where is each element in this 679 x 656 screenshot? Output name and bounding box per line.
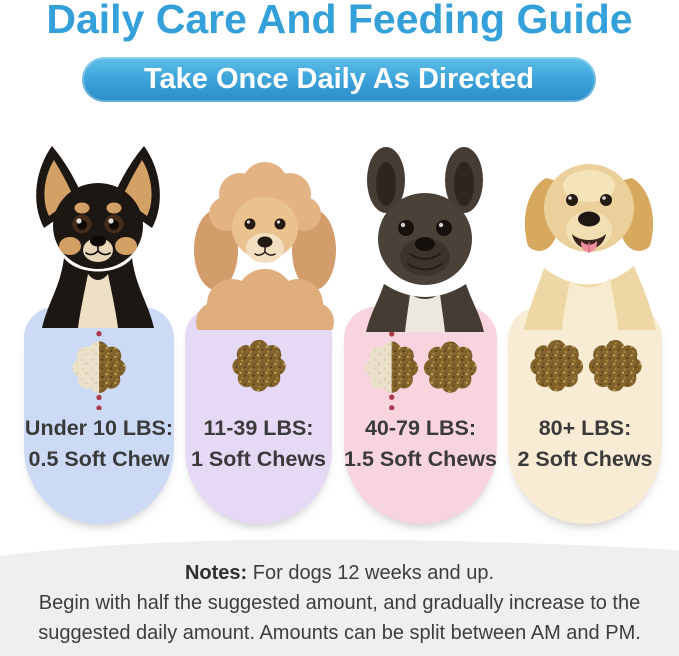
dose-label: 1 Soft Chews xyxy=(191,447,326,471)
dose-card-80plus-lbs: 80+ LBS: 2 Soft Chews xyxy=(508,307,662,524)
notes-text: Notes: For dogs 12 weeks and up. Begin w… xyxy=(0,528,679,648)
golden-retriever-photo xyxy=(524,164,656,330)
notes-section: Notes: For dogs 12 weeks and up. Begin w… xyxy=(0,528,679,656)
notes-line-3: suggested daily amount. Amounts can be s… xyxy=(38,622,641,644)
dose-card-11-39lbs: 11-39 LBS: 1 Soft Chews xyxy=(185,307,332,524)
french-bulldog-photo xyxy=(366,147,484,332)
weight-range-label: Under 10 LBS: xyxy=(24,416,174,440)
notes-line-2: Begin with half the suggested amount, an… xyxy=(38,592,641,614)
one-and-half-chew-icon xyxy=(344,307,497,411)
notes-line-1: Notes: For dogs 12 weeks and up. xyxy=(184,562,495,584)
dose-card-under-10lbs: Under 10 LBS: 0.5 Soft Chew xyxy=(24,307,174,524)
weight-range-label: 40-79 LBS: xyxy=(364,416,477,440)
dose-label: 1.5 Soft Chews xyxy=(344,447,497,471)
dosage-banner: Take Once Daily As Directed xyxy=(82,57,596,102)
notes-background-shape xyxy=(0,539,679,656)
weight-range-label: 11-39 LBS: xyxy=(203,416,314,440)
half-chew-icon xyxy=(24,307,174,411)
chihuahua-photo xyxy=(36,146,160,328)
notes-label: Notes: xyxy=(184,562,248,584)
weight-range-label: 80+ LBS: xyxy=(538,416,632,440)
page-title: Daily Care And Feeding Guide xyxy=(46,0,633,42)
dose-label: 2 Soft Chews xyxy=(517,447,653,471)
dose-card-40-79lbs: 40-79 LBS: 1.5 Soft Chews xyxy=(344,307,497,524)
poodle-photo xyxy=(194,162,336,330)
dose-label: 0.5 Soft Chew xyxy=(28,447,170,471)
